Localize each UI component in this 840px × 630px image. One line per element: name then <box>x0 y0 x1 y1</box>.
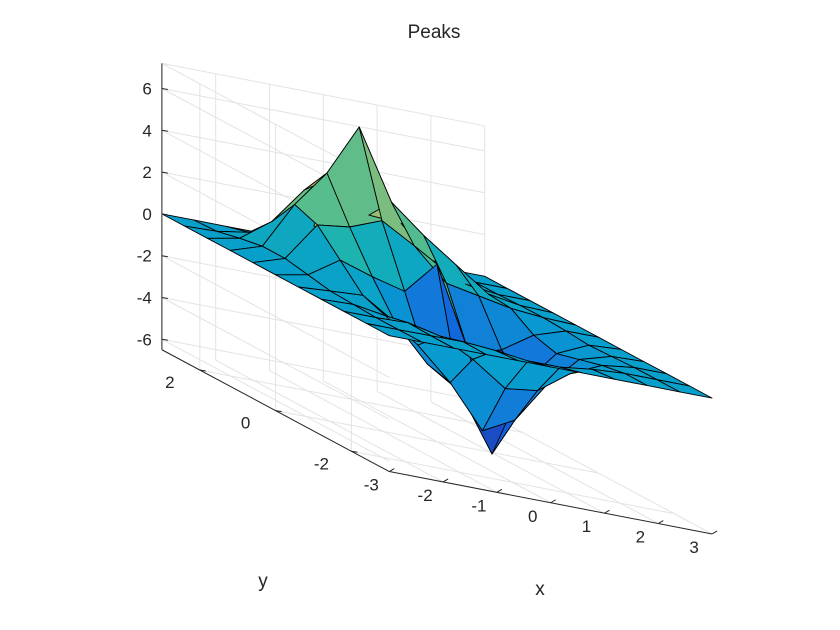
x-axis-line <box>389 471 713 535</box>
z-tick-mark <box>161 255 168 258</box>
z-tick-mark <box>161 338 168 341</box>
gridline-floor-y <box>275 410 599 474</box>
z-tick-mark <box>161 171 168 174</box>
gridline-floor-y <box>351 450 675 515</box>
x-tick-mark <box>550 499 556 504</box>
z-tick-mark <box>161 129 168 132</box>
tick-labels: -3 -2 -1 0 1 2 3 -2 0 2 -6 -4 -2 0 2 4 6 <box>137 80 718 557</box>
gridline-backwall-z <box>161 255 390 378</box>
y-tick-label: 0 <box>241 414 250 433</box>
x-axis-label: x <box>535 579 545 600</box>
surface-mesh <box>161 126 713 455</box>
x-tick-mark <box>389 468 395 472</box>
x-tick-mark <box>658 520 664 524</box>
gridline-sidewall-z <box>161 88 485 152</box>
x-tick-mark <box>496 488 503 493</box>
x-tick-label: 0 <box>528 507 537 526</box>
chart-title: Peaks <box>408 22 461 43</box>
z-tick-label: -6 <box>137 330 152 349</box>
gridline-backwall-z <box>161 338 390 462</box>
y-tick-mark <box>351 450 358 453</box>
y-tick-mark <box>275 410 282 413</box>
z-tick-mark <box>161 88 168 90</box>
y-axis-label: y <box>258 571 268 592</box>
y-tick-mark <box>199 369 206 372</box>
gridline-sidewall-z <box>161 129 485 194</box>
x-tick-label: -2 <box>418 486 433 505</box>
x-tick-label: 3 <box>689 538 698 557</box>
surface-patch <box>656 379 713 399</box>
z-tick-mark <box>161 213 168 216</box>
x-tick-mark <box>711 530 718 535</box>
y-tick-label: -2 <box>314 454 329 473</box>
gridline-floor-y <box>199 369 523 433</box>
y-tick-label: 2 <box>165 373 174 392</box>
x-tick-mark <box>442 478 449 483</box>
z-tick-label: 0 <box>142 205 151 224</box>
x-tick-label: 2 <box>636 528 645 547</box>
z-tick-label: 2 <box>142 163 151 182</box>
z-tick-label: 4 <box>142 121 151 140</box>
z-tick-mark <box>161 297 168 299</box>
z-tick-label: -2 <box>137 247 152 266</box>
x-tick-label: -3 <box>364 476 379 495</box>
z-tick-label: -4 <box>137 289 152 308</box>
x-tick-label: 1 <box>582 517 591 536</box>
z-tick-label: 6 <box>142 80 151 99</box>
x-tick-mark <box>604 509 610 514</box>
x-tick-label: -1 <box>471 496 486 515</box>
gridline-sidewall-z <box>161 338 485 403</box>
